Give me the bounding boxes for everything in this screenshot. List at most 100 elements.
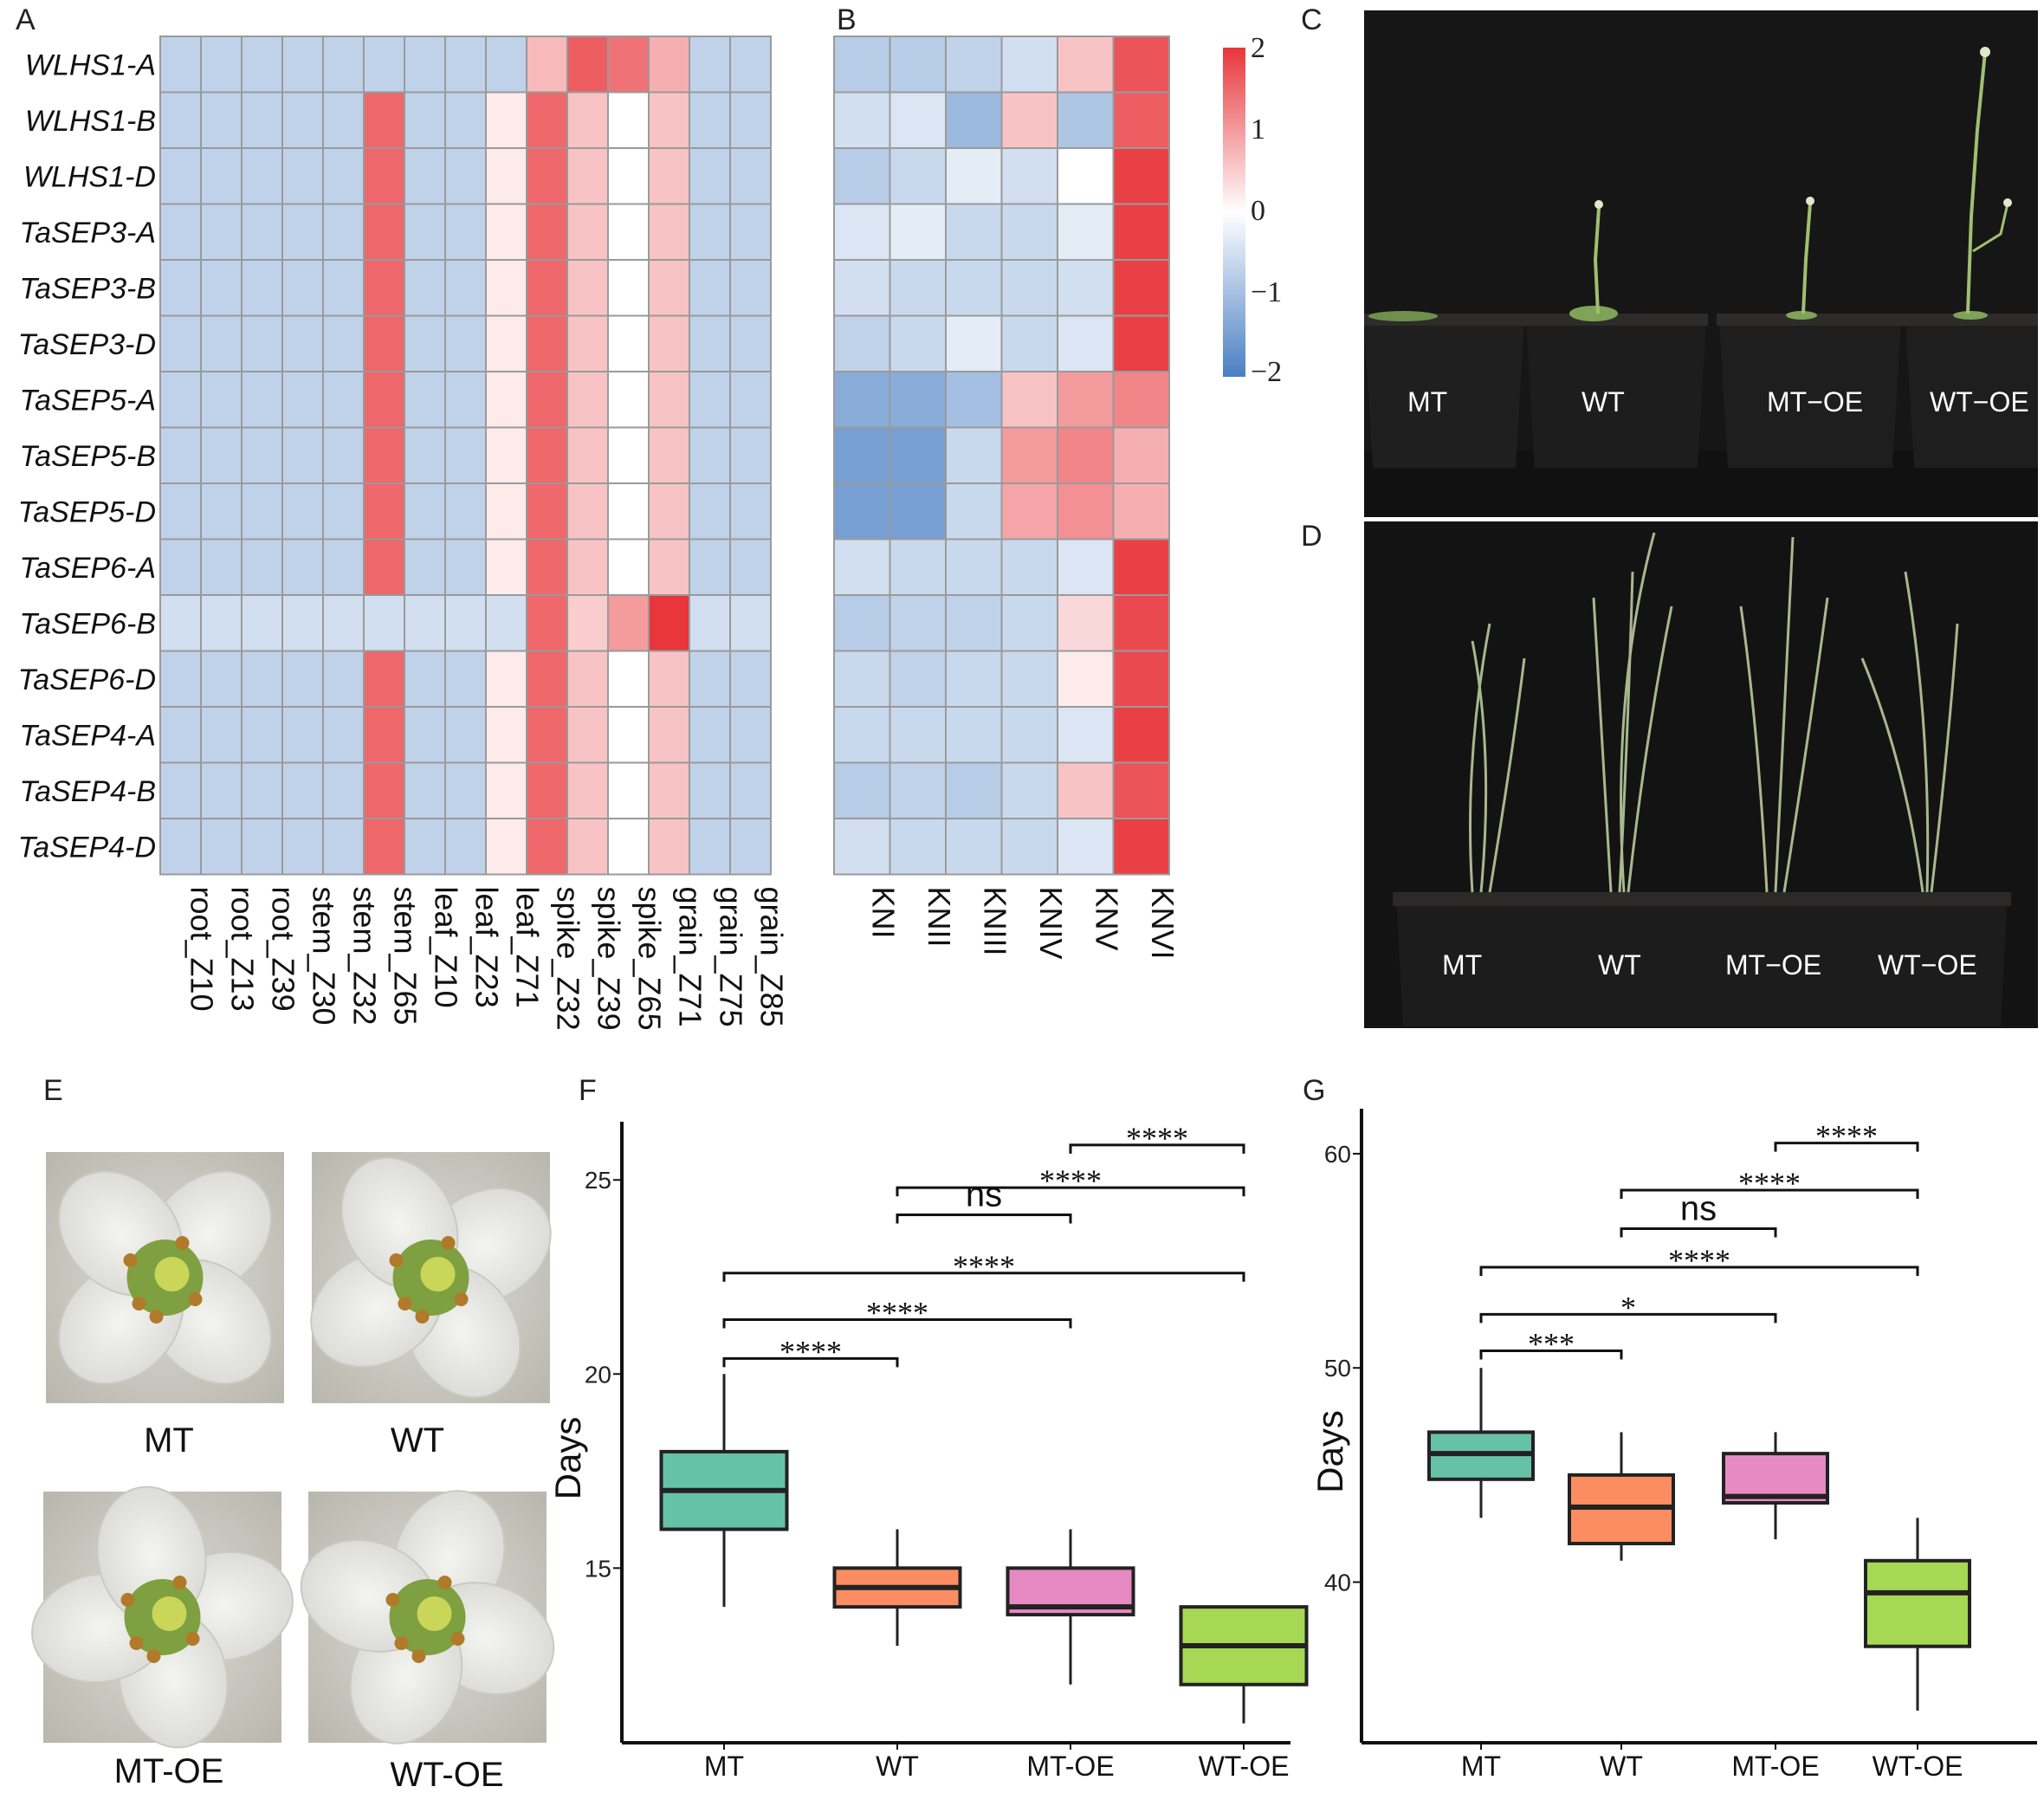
heatmap-cell <box>729 371 772 429</box>
heatmap-cell <box>566 147 609 205</box>
tissue-label: spike_Z32 <box>551 887 586 1031</box>
panel-letter-e: E <box>43 1074 63 1107</box>
flower-anther <box>389 1253 404 1267</box>
significance-bracket <box>1774 1142 1919 1152</box>
significance-label: *** <box>1528 1326 1575 1361</box>
stage-labels: KNI KNII KNIII KNIV KNV KNVI <box>865 887 1180 960</box>
panel-letter-g: G <box>1303 1074 1325 1107</box>
heatmap-cell <box>1112 147 1170 205</box>
heatmap-cell <box>444 36 487 94</box>
color-scale-bar <box>1223 48 1245 377</box>
flower-label-wt: WT <box>391 1421 444 1460</box>
y-tick-label: 40 <box>1324 1570 1351 1596</box>
heatmap-cell <box>444 259 487 317</box>
heatmap-cell <box>689 538 731 596</box>
stem-d-2 <box>1471 640 1488 893</box>
heatmap-cell <box>889 761 947 819</box>
tissue-labels: root_Z10 root_Z13 root_Z39 stem_Z30 stem_Z32… <box>184 887 790 1031</box>
heatmap-cell <box>889 371 947 429</box>
heatmap-cell <box>159 203 202 261</box>
heatmap-cell <box>833 426 891 484</box>
stem-c-2 <box>1593 207 1601 314</box>
heatmap-cell <box>1112 259 1170 317</box>
heatmap-cell <box>1057 482 1115 540</box>
photo-d-label-mt: MT <box>1442 949 1482 981</box>
heatmap-cell <box>1057 706 1115 764</box>
bud-c-3 <box>1806 197 1814 205</box>
heatmap-cell <box>485 314 527 372</box>
heatmap-cell <box>607 259 650 317</box>
heatmap-cell <box>833 371 891 429</box>
heatmap-cell <box>200 650 243 708</box>
heatmap-cell <box>1000 761 1058 819</box>
heatmap-cell <box>566 482 609 540</box>
heatmap-cell <box>833 538 891 596</box>
heatmap-cell <box>689 147 731 205</box>
heatmap-cell <box>322 426 365 484</box>
heatmap-cell <box>485 426 527 484</box>
heatmap-cell <box>444 706 487 764</box>
stem-d-1 <box>1469 623 1491 893</box>
heatmap-cell <box>200 818 243 876</box>
heatmap-cell <box>404 203 446 261</box>
heatmap-cell <box>945 314 1003 372</box>
flower-label-mt: MT <box>144 1421 194 1460</box>
heatmap-cell <box>444 314 487 372</box>
heatmap-cell <box>200 594 243 652</box>
flower-anther <box>149 1310 164 1324</box>
tissue-label: root_Z13 <box>225 887 261 1012</box>
heatmap-cell <box>1000 314 1058 372</box>
heatmap-cell <box>363 706 405 764</box>
heatmap-cell <box>526 371 568 429</box>
stem-d-12 <box>1904 571 1930 893</box>
heatmap-cell <box>526 314 568 372</box>
gene-label: TaSEP4-A <box>20 719 157 752</box>
gene-label: TaSEP6-D <box>18 663 156 696</box>
stage-label: KNI <box>865 887 901 939</box>
heatmap-cell <box>566 650 609 708</box>
heatmap-cell <box>241 259 283 317</box>
bud-c-2 <box>1594 200 1603 209</box>
heatmap-cell <box>322 203 365 261</box>
stems-d <box>1469 532 1959 893</box>
heatmap-cell <box>729 91 772 149</box>
heatmap-cell <box>322 818 365 876</box>
heatmap-cell <box>444 147 487 205</box>
heatmap-cell <box>945 594 1003 652</box>
gene-label: TaSEP6-B <box>20 607 157 640</box>
heatmap-cell <box>729 594 772 652</box>
heatmap-cell <box>281 482 324 540</box>
significance-label: **** <box>1126 1121 1188 1155</box>
heatmap-tissues <box>159 36 772 876</box>
stage-label: KNIII <box>977 887 1012 956</box>
bud-c-4b <box>2003 198 2012 207</box>
heatmap-cell <box>607 706 650 764</box>
heatmap-cell <box>689 706 731 764</box>
box <box>1864 1558 1971 1648</box>
heatmap-cell <box>485 36 527 94</box>
significance-bracket <box>1620 1188 1919 1199</box>
gene-label: WLHS1-D <box>23 160 156 193</box>
heatmap-cell <box>689 36 731 94</box>
bud-c-4 <box>1980 47 1990 57</box>
rosette-c-4 <box>1953 311 1988 320</box>
rosette-c-1 <box>1368 311 1438 321</box>
heatmap-cell <box>1057 36 1115 94</box>
heatmap-cell <box>689 426 731 484</box>
significance-label: ns <box>966 1176 1002 1214</box>
heatmap-cell <box>566 538 609 596</box>
heatmap-cell <box>689 203 731 261</box>
heatmap-cell <box>159 259 202 317</box>
significance-label: **** <box>1815 1119 1878 1154</box>
photo-c-label-wt-oe: WT−OE <box>1930 386 2029 418</box>
heatmap-cell <box>363 203 405 261</box>
heatmap-cell <box>444 91 487 149</box>
heatmap-cell <box>281 371 324 429</box>
panel-letter-a: A <box>16 3 36 36</box>
heatmap-cell <box>648 259 690 317</box>
tissue-label: spike_Z39 <box>592 887 627 1031</box>
heatmap-cell <box>689 594 731 652</box>
gene-label: TaSEP3-B <box>20 272 157 305</box>
heatmap-cell <box>363 538 405 596</box>
